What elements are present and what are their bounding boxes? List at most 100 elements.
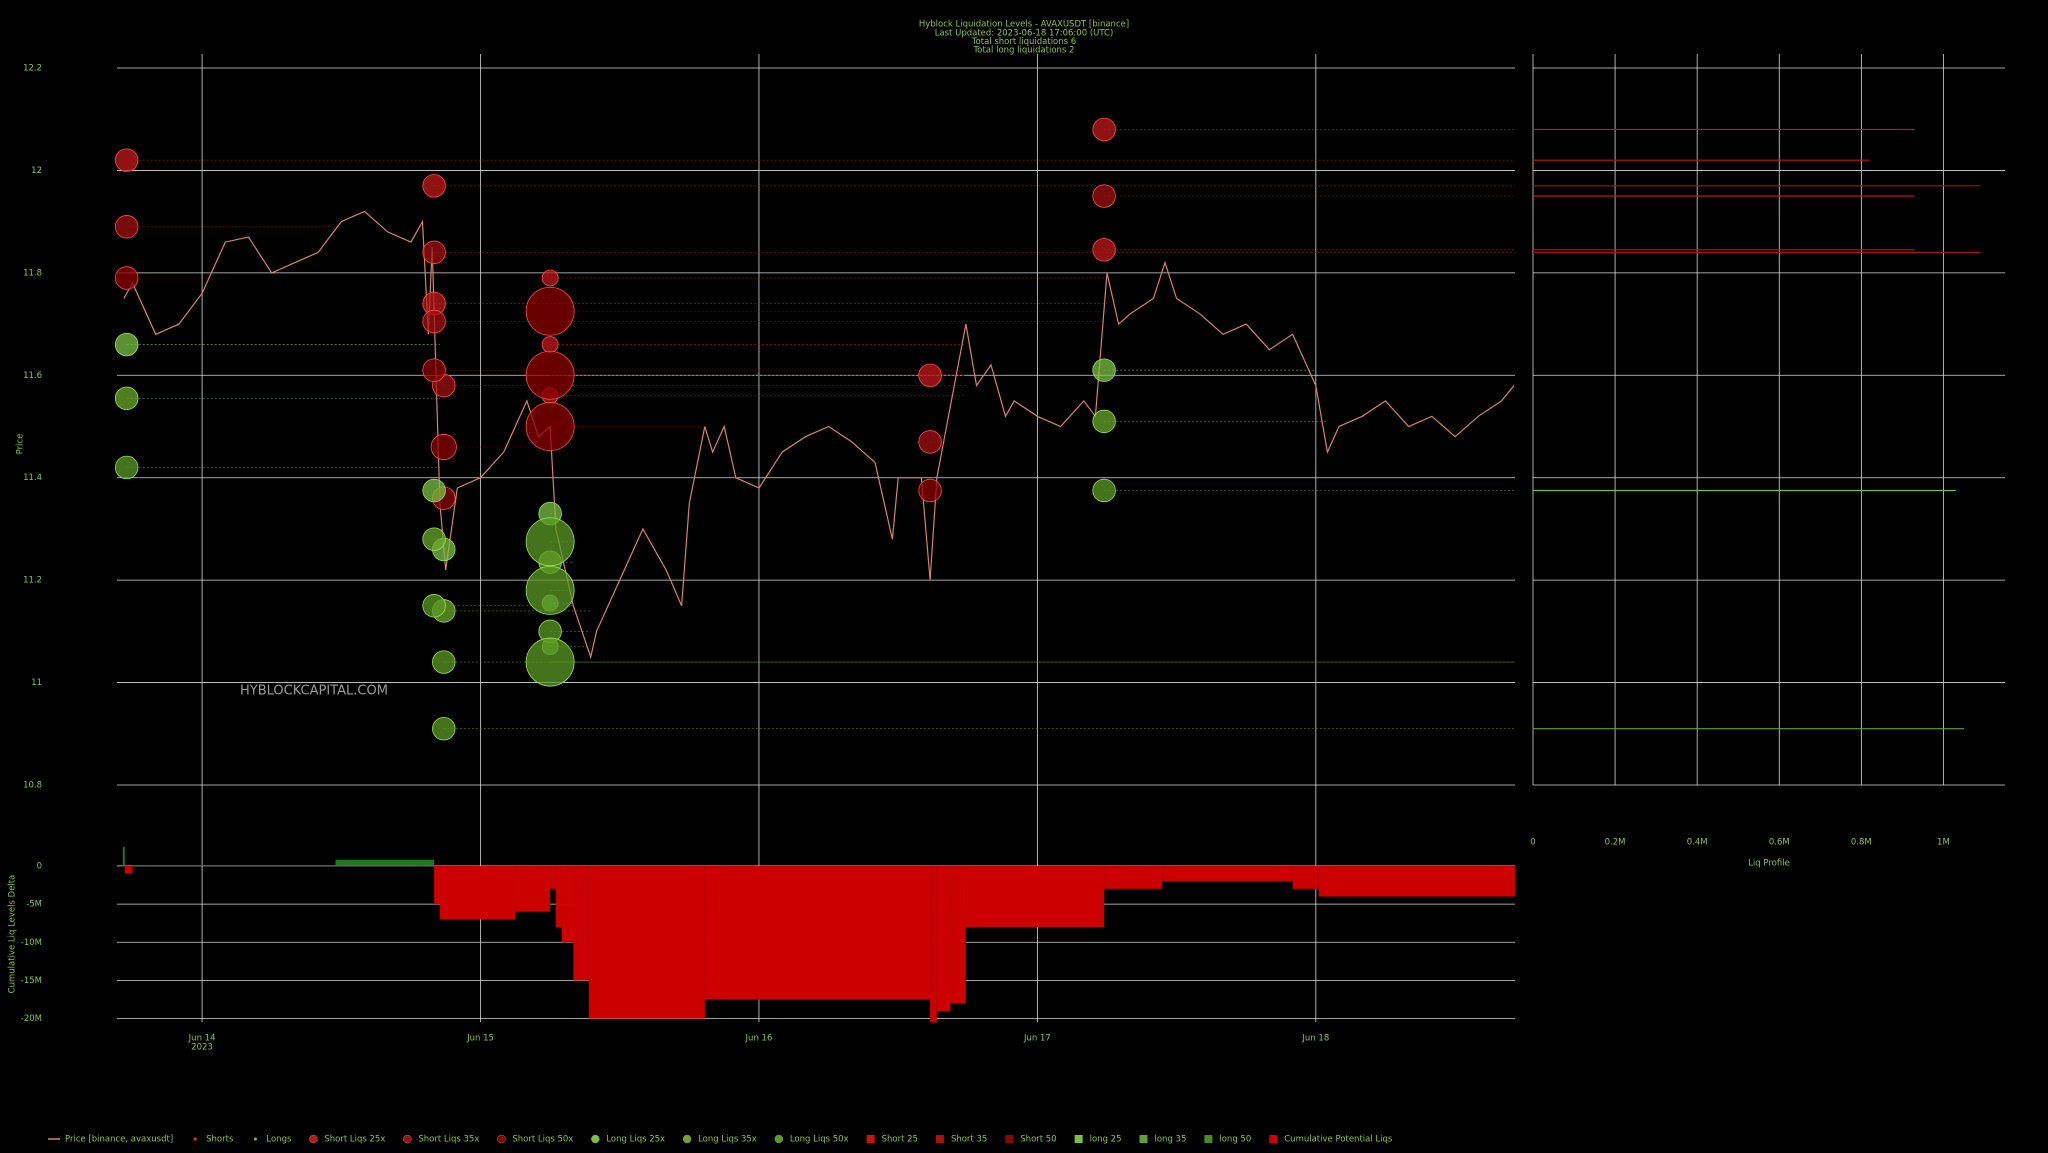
liq-bubble bbox=[432, 650, 456, 674]
cumulative-bar bbox=[124, 865, 133, 874]
liq-bubble bbox=[422, 174, 446, 198]
chart-subtitle: Total long liquidations 2 bbox=[973, 46, 1075, 56]
legend-symbol bbox=[253, 1137, 257, 1141]
liq-bubble bbox=[422, 527, 446, 551]
liq-bubble bbox=[114, 332, 139, 357]
liq-bubble bbox=[114, 215, 139, 239]
legend-symbol bbox=[497, 1134, 506, 1144]
legend-label: Short Liqs 35x bbox=[418, 1135, 479, 1145]
liq-bubble bbox=[114, 386, 139, 411]
liq-bubble bbox=[114, 148, 139, 172]
y-tick-label: -15M bbox=[21, 976, 42, 986]
legend-symbol bbox=[1074, 1135, 1083, 1143]
legend-symbol bbox=[309, 1134, 318, 1144]
x-axis-label: Liq Profile bbox=[1748, 859, 1790, 869]
liq-bubble bbox=[114, 266, 139, 290]
legend-symbol bbox=[1269, 1135, 1278, 1143]
cumulative-bar bbox=[573, 865, 589, 981]
legend-label: Short 25 bbox=[882, 1135, 918, 1145]
y-tick-label: -10M bbox=[21, 938, 42, 948]
liq-bubble bbox=[430, 433, 457, 461]
cumulative-bar bbox=[434, 865, 440, 905]
x-tick-label: 1M bbox=[1937, 838, 1950, 848]
y-tick-label: 10.8 bbox=[23, 781, 42, 791]
x-tick-label: 0 bbox=[1530, 838, 1535, 848]
cumulative-bar bbox=[550, 865, 556, 889]
legend-symbol bbox=[1139, 1135, 1148, 1143]
liq-bubble bbox=[422, 309, 446, 334]
legend-symbol bbox=[1005, 1135, 1014, 1143]
cumulative-bar bbox=[439, 865, 516, 920]
x-tick-label: Jun 17 bbox=[1023, 1034, 1051, 1044]
liq-bubble bbox=[541, 336, 559, 353]
y-tick-label: 11 bbox=[31, 678, 42, 688]
legend-symbol bbox=[591, 1134, 600, 1144]
x-tick-year: 2023 bbox=[191, 1043, 213, 1053]
chart-subtitle: Total short liquidations 6 bbox=[971, 37, 1076, 47]
cumulative-bar bbox=[132, 865, 336, 866]
liq-bubble bbox=[422, 594, 446, 618]
x-tick-label: 0.6M bbox=[1769, 838, 1790, 848]
cumulative-bar bbox=[950, 865, 966, 1004]
liq-bubble bbox=[525, 286, 575, 336]
liq-bubble bbox=[918, 363, 942, 387]
y-tick-label: 11.2 bbox=[23, 576, 42, 586]
chart-title: Hyblock Liquidation Levels - AVAXUSDT [b… bbox=[919, 20, 1129, 30]
cumulative-bar bbox=[965, 865, 1105, 928]
legend-label: Short 50 bbox=[1020, 1135, 1056, 1145]
cumulative-bar bbox=[515, 865, 551, 912]
legend-symbol bbox=[403, 1134, 412, 1144]
cumulative-bar bbox=[1104, 865, 1163, 889]
legend-symbol bbox=[1204, 1135, 1213, 1143]
x-tick-label: Jun 16 bbox=[745, 1034, 773, 1044]
legend-label: Price [binance, avaxusdt] bbox=[65, 1135, 173, 1145]
liq-bubble bbox=[432, 716, 456, 741]
y-axis-label: Price bbox=[16, 434, 26, 455]
liq-bubble bbox=[1092, 409, 1116, 434]
cumulative-bar bbox=[1318, 865, 1515, 897]
liq-bubble bbox=[422, 478, 446, 503]
legend-label: Cumulative Potential Liqs bbox=[1284, 1135, 1393, 1145]
cumulative-bar bbox=[122, 846, 125, 866]
y-axis-label: Cumulative Liq Levels Delta bbox=[8, 875, 18, 994]
liq-bubble bbox=[525, 350, 575, 400]
liq-bubble bbox=[525, 402, 575, 451]
y-tick-label: -20M bbox=[21, 1014, 42, 1024]
liq-bubble bbox=[1092, 358, 1116, 382]
liq-bubble bbox=[114, 455, 139, 480]
liq-bubble bbox=[525, 565, 575, 615]
cumulative-bar bbox=[704, 865, 931, 1000]
legend-symbol bbox=[774, 1134, 784, 1144]
legend-symbol bbox=[682, 1134, 692, 1144]
y-tick-label: 11.8 bbox=[23, 268, 42, 278]
legend-label: long 50 bbox=[1219, 1135, 1251, 1145]
liq-bubble bbox=[525, 517, 575, 567]
cumulative-bar bbox=[555, 865, 562, 928]
legend-label: Short Liqs 50x bbox=[512, 1135, 573, 1145]
liq-bubble bbox=[1092, 117, 1116, 142]
liq-bubble bbox=[1092, 184, 1116, 208]
price-line bbox=[123, 210, 1515, 660]
x-tick-label: Jun 18 bbox=[1301, 1034, 1329, 1044]
y-tick-label: 0 bbox=[37, 861, 42, 871]
legend-label: Shorts bbox=[206, 1135, 234, 1145]
legend-label: Short Liqs 25x bbox=[324, 1135, 385, 1145]
legend-label: Short 35 bbox=[951, 1135, 987, 1145]
watermark: HYBLOCKCAPITAL.COM bbox=[240, 684, 388, 699]
liq-bubble bbox=[525, 637, 575, 687]
x-tick-label: Jun 14 bbox=[188, 1034, 216, 1044]
cumulative-bar bbox=[936, 865, 951, 1012]
legend-label: Longs bbox=[266, 1135, 292, 1145]
y-tick-label: -5M bbox=[26, 900, 42, 910]
legend-label: Long Liqs 25x bbox=[606, 1135, 665, 1145]
cumulative-bar bbox=[930, 865, 937, 1023]
legend-label: Long Liqs 35x bbox=[698, 1135, 757, 1145]
x-tick-label: 0.8M bbox=[1851, 838, 1872, 848]
liq-bubble bbox=[422, 358, 446, 382]
liq-bubble bbox=[1092, 478, 1116, 503]
x-tick-label: Jun 15 bbox=[466, 1034, 494, 1044]
legend-symbol bbox=[935, 1135, 944, 1143]
